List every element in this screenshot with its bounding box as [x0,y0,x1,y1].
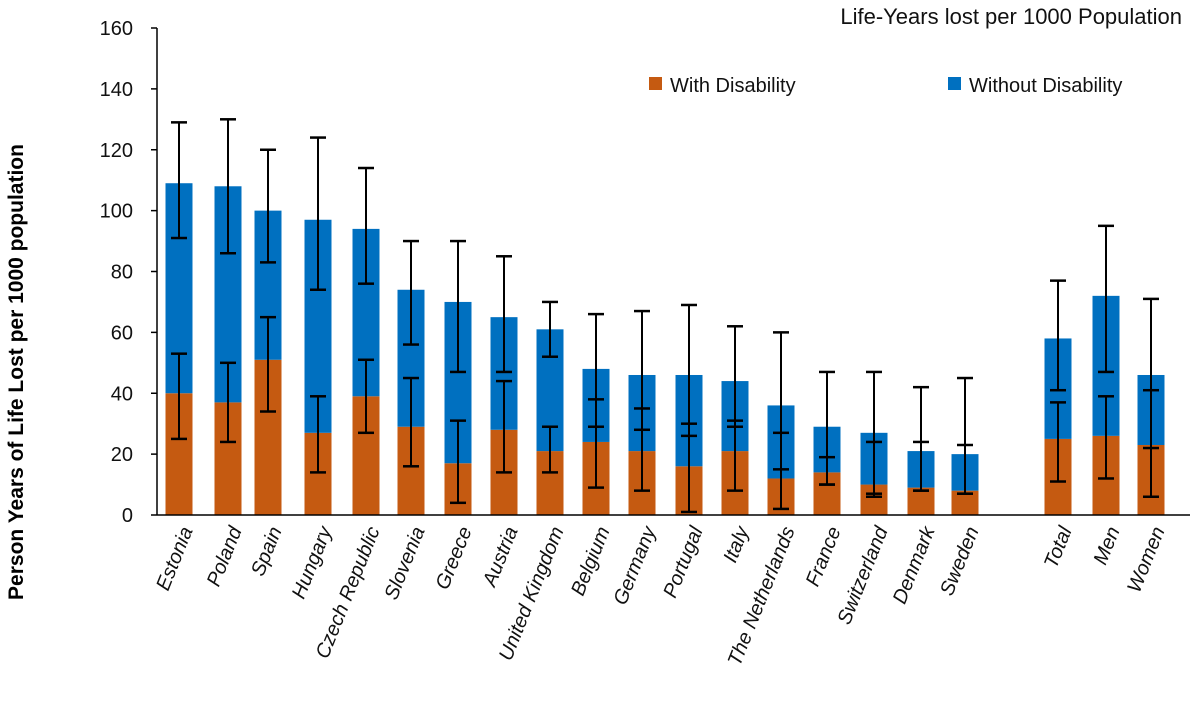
x-category-label: Hungary [288,523,337,602]
legend-label: Without Disability [969,75,1122,97]
y-tick-label: 100 [100,201,133,223]
x-category-label: Germany [609,523,661,608]
legend: With Disability Without Disability [649,75,1122,97]
x-category-label: Total [1040,523,1077,571]
x-category-label: Greece [432,524,477,593]
x-category-label: Women [1123,524,1169,596]
axes [156,28,1190,516]
y-axis-ticks: 0 20 40 60 80 100 120 140 160 [100,18,157,527]
x-category-label: Denmark [889,523,940,607]
y-tick-label: 0 [122,505,133,527]
bar-series [165,183,1165,515]
y-axis-label: Person Years of Life Lost per 1000 popul… [5,144,28,600]
y-tick-label: 20 [111,444,133,466]
y-tick-label: 60 [111,322,133,344]
legend-swatch [649,77,662,90]
x-category-label: Italy [719,523,754,566]
chart-title: Life-Years lost per 1000 Population [840,4,1182,29]
legend-swatch [948,77,961,90]
y-tick-label: 40 [111,383,133,405]
x-category-label: Estonia [152,524,197,594]
x-category-label: Sweden [936,524,983,599]
y-tick-label: 140 [100,79,133,101]
x-category-label: Slovenia [380,524,429,603]
legend-label: With Disability [670,75,796,97]
y-tick-label: 80 [111,262,133,284]
y-tick-label: 120 [100,140,133,162]
x-category-label: Portugal [659,523,708,601]
error-bars [171,118,1159,514]
x-category-label: Men [1090,524,1125,568]
x-category-label: Spain [247,524,287,580]
x-category-label: France [802,524,846,590]
x-category-label: Poland [203,523,247,590]
bar-with-disability [907,487,935,515]
x-category-label: Austria [479,524,523,591]
x-category-label: Belgium [567,524,614,599]
y-tick-label: 160 [100,18,133,40]
